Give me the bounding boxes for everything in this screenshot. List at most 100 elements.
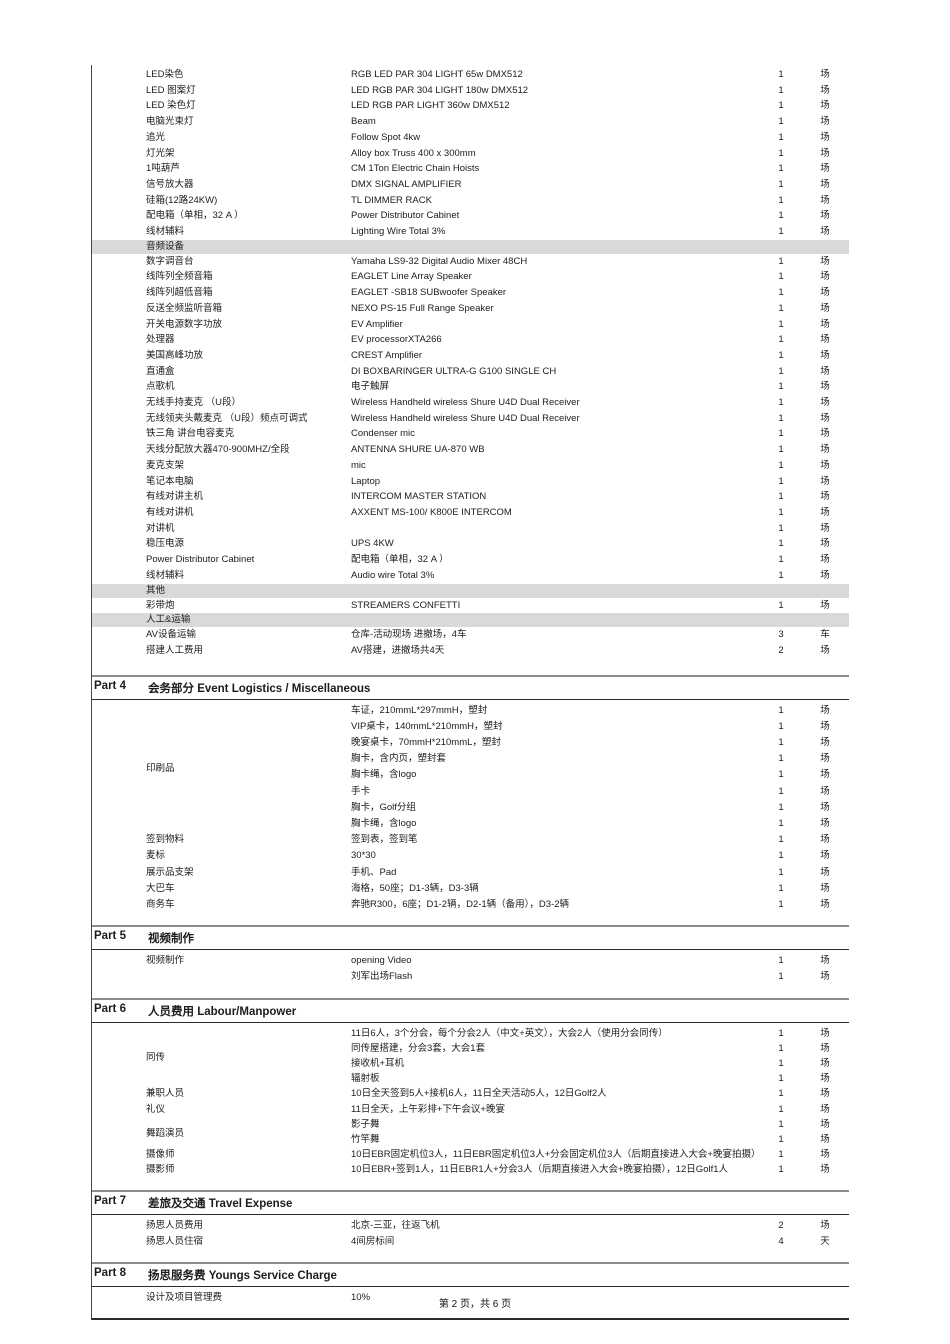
qty-cell: 1: [778, 753, 784, 765]
qty-cell: 1: [778, 720, 784, 732]
item-name-cell: 摄像师: [146, 1149, 175, 1161]
table-row: 灯光架 Alloy box Truss 400 x 300mm 1 场: [92, 146, 849, 162]
table-row: 硅箱(12路24KW) TL DIMMER RACK 1 场: [92, 193, 849, 209]
table-row: LED 图案灯 LED RGB PAR 304 LIGHT 180w DMX512…: [92, 83, 849, 99]
qty-cell: 1: [778, 194, 784, 206]
description-cell: 北京-三亚，往返飞机: [351, 1219, 440, 1231]
table-row: 线阵列超低音箱 EAGLET -SB18 SUBwoofer Speaker 1 场: [92, 285, 849, 301]
table-row: 影子舞 1 场: [351, 1117, 849, 1132]
table-row: 彩带炮 STREAMERS CONFETTI 1 场: [92, 598, 849, 614]
item-name-cell: LED 染色灯: [146, 100, 196, 112]
item-name-cell: 处理器: [146, 334, 175, 346]
description-cell: UPS 4KW: [351, 538, 394, 550]
unit-cell: 场: [820, 365, 830, 377]
unit-cell: 场: [820, 226, 830, 238]
unit-cell: 场: [820, 644, 830, 656]
unit-cell: 场: [820, 720, 830, 732]
unit-cell: 场: [820, 147, 830, 159]
part-title: 差旅及交通 Travel Expense: [148, 1197, 293, 1210]
item-name-cell: 设计及项目管理费: [146, 1292, 223, 1304]
qty-cell: 1: [778, 599, 784, 611]
part-title: 扬思服务费 Youngs Service Charge: [148, 1270, 337, 1283]
description-cell: 刘军出场Flash: [351, 971, 413, 983]
unit-cell: 场: [820, 737, 830, 749]
unit-cell: 场: [820, 116, 830, 128]
qty-cell: 1: [778, 899, 784, 911]
description-cell: LED RGB PAR 304 LIGHT 180w DMX512: [351, 84, 529, 96]
unit-cell: 场: [820, 899, 830, 911]
description-cell: 10日EBR+签到1人，11日EBR1人+分会3人（后期直接进入大会+晚宴拍摄）…: [351, 1164, 729, 1176]
part-number: Part 4: [94, 679, 126, 692]
rows-block: AV设备运输 仓库-活动现场 进撤场，4车 3 车搭建人工费用 AV搭建，进撤场共4天 2…: [92, 627, 849, 658]
table-row: 晚宴桌卡，70mmH*210mmL，塑封 1 场: [351, 735, 849, 751]
table-row: 胸卡绳，含logo 1 场: [351, 767, 849, 783]
unit-cell: 场: [820, 84, 830, 96]
unit-cell: 场: [820, 769, 830, 781]
description-cell: 11日6人，3个分会，每个分会2人（中文+英文），大会2人（使用分会同传）: [351, 1027, 668, 1039]
item-name-cell: 兼职人员: [146, 1088, 185, 1100]
table-row: 线材辅料 Lighting Wire Total 3% 1 场: [92, 224, 849, 240]
table-row: 处理器 EV processorXTA266 1 场: [92, 332, 849, 348]
item-name-cell: AV设备运输: [146, 629, 196, 641]
qty-cell: 3: [778, 629, 784, 641]
section-band: 音频设备: [92, 239, 849, 254]
item-name-cell: 彩带炮: [146, 599, 175, 611]
table-row: 搭建人工费用 AV搭建，进撤场共4天 2 场: [92, 643, 849, 659]
table-row: 麦标 30*30 1 场: [92, 848, 849, 864]
description-cell: 胸卡，Golf分组: [351, 801, 416, 813]
table-row: 开关电源数字功放 EV Amplifier 1 场: [92, 317, 849, 333]
description-cell: Wireless Handheld wireless Shure U4D Dua…: [351, 397, 580, 409]
unit-cell: 场: [820, 1103, 830, 1115]
table-row: 天线分配放大器470-900MHZ/全段 ANTENNA SHURE UA-870…: [92, 442, 849, 458]
qty-cell: 1: [778, 1073, 784, 1085]
description-cell: AXXENT MS-100/ K800E INTERCOM: [351, 506, 512, 518]
qty-cell: 2: [778, 644, 784, 656]
table-row: AV设备运输 仓库-活动现场 进撤场，4车 3 车: [92, 627, 849, 643]
part-header: Part 7 差旅及交通 Travel Expense: [92, 1192, 849, 1215]
item-name-cell: 稳压电源: [146, 538, 185, 550]
qty-cell: 1: [778, 131, 784, 143]
unit-cell: 场: [820, 334, 830, 346]
qty-cell: 1: [778, 1164, 784, 1176]
table-row: 摄影师 10日EBR+签到1人，11日EBR1人+分会3人（后期直接进入大会+晚宴…: [92, 1162, 849, 1177]
table-row: 扬思人员住宿 4间房标间 4 天: [92, 1234, 849, 1250]
unit-cell: 场: [820, 1073, 830, 1085]
qty-cell: 1: [778, 178, 784, 190]
description-cell: 仓库-活动现场 进撤场，4车: [351, 629, 467, 641]
qty-cell: 1: [778, 318, 784, 330]
qty-cell: 1: [778, 801, 784, 813]
unit-cell: 场: [820, 599, 830, 611]
qty-cell: 1: [778, 365, 784, 377]
description-cell: Laptop: [351, 475, 381, 487]
description-cell: AV搭建，进撤场共4天: [351, 644, 445, 656]
qty-cell: 1: [778, 412, 784, 424]
qty-cell: 1: [778, 522, 784, 534]
description-cell: TL DIMMER RACK: [351, 194, 432, 206]
description-cell: EAGLET -SB18 SUBwoofer Speaker: [351, 287, 507, 299]
qty-cell: 1: [778, 834, 784, 846]
unit-cell: 场: [820, 704, 830, 716]
description-cell: 手机、Pad: [351, 866, 397, 878]
description-cell: 辐射板: [351, 1073, 380, 1085]
unit-cell: 场: [820, 850, 830, 862]
qty-cell: 1: [778, 334, 784, 346]
description-cell: INTERCOM MASTER STATION: [351, 491, 487, 503]
unit-cell: 场: [820, 569, 830, 581]
qty-cell: 1: [778, 785, 784, 797]
description-cell: 车证，210mmL*297mmH，塑封: [351, 704, 488, 716]
unit-cell: 场: [820, 100, 830, 112]
description-cell: 奔驰R300，6座；D1-2辆，D2-1辆（备用），D3-2辆: [351, 899, 570, 911]
table-row: 线阵列全频音箱 EAGLET Line Array Speaker 1 场: [92, 269, 849, 285]
unit-cell: 场: [820, 866, 830, 878]
qty-cell: 1: [778, 428, 784, 440]
item-name-cell: 有线对讲主机: [146, 491, 204, 503]
qty-cell: 1: [778, 147, 784, 159]
item-name-cell: 大巴车: [146, 882, 175, 894]
qty-cell: 1: [778, 100, 784, 112]
table-row: 稳压电源 UPS 4KW 1 场: [92, 536, 849, 552]
group-label: 同传: [146, 1052, 166, 1064]
part-title: 人员费用 Labour/Manpower: [148, 1005, 297, 1018]
unit-cell: 场: [820, 69, 830, 80]
table-row: 笔记本电脑 Laptop 1 场: [92, 474, 849, 490]
description-cell: EV processorXTA266: [351, 334, 442, 346]
